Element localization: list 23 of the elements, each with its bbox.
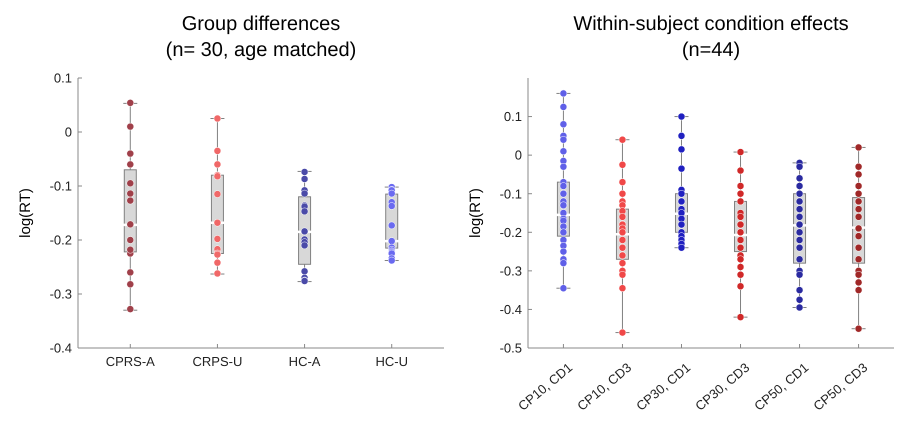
y-tick-label: -0.3 <box>500 263 522 278</box>
chart-title: Within-subject condition effects <box>573 13 849 35</box>
y-tick-label: 0 <box>64 124 72 140</box>
y-tick-label: 0.1 <box>504 109 522 124</box>
y-axis-title: log(RT) <box>467 188 484 238</box>
y-tick-label: -0.1 <box>50 178 72 194</box>
y-tick-label: 0 <box>514 148 522 163</box>
y-tick-label: -0.4 <box>500 302 522 317</box>
y-axis-title: log(RT) <box>17 188 34 238</box>
x-tick-label: CRPS-U <box>192 354 242 369</box>
chart-subtitle: (n= 30, age matched) <box>166 39 356 61</box>
y-tick-label: -0.3 <box>50 286 72 302</box>
y-tick-label: -0.5 <box>500 340 522 356</box>
x-tick-label: HC-A <box>288 354 321 369</box>
y-tick-label: -0.4 <box>50 340 72 356</box>
y-tick-label: -0.2 <box>500 224 522 240</box>
chart-title: Group differences <box>182 13 340 35</box>
chart-subtitle: (n=44) <box>682 39 740 61</box>
x-tick-label: CPRS-A <box>106 354 156 369</box>
y-tick-label: 0.1 <box>54 70 72 86</box>
y-tick-label: -0.1 <box>500 186 522 202</box>
x-tick-label: HC-U <box>375 354 408 369</box>
y-tick-label: -0.2 <box>50 232 72 248</box>
